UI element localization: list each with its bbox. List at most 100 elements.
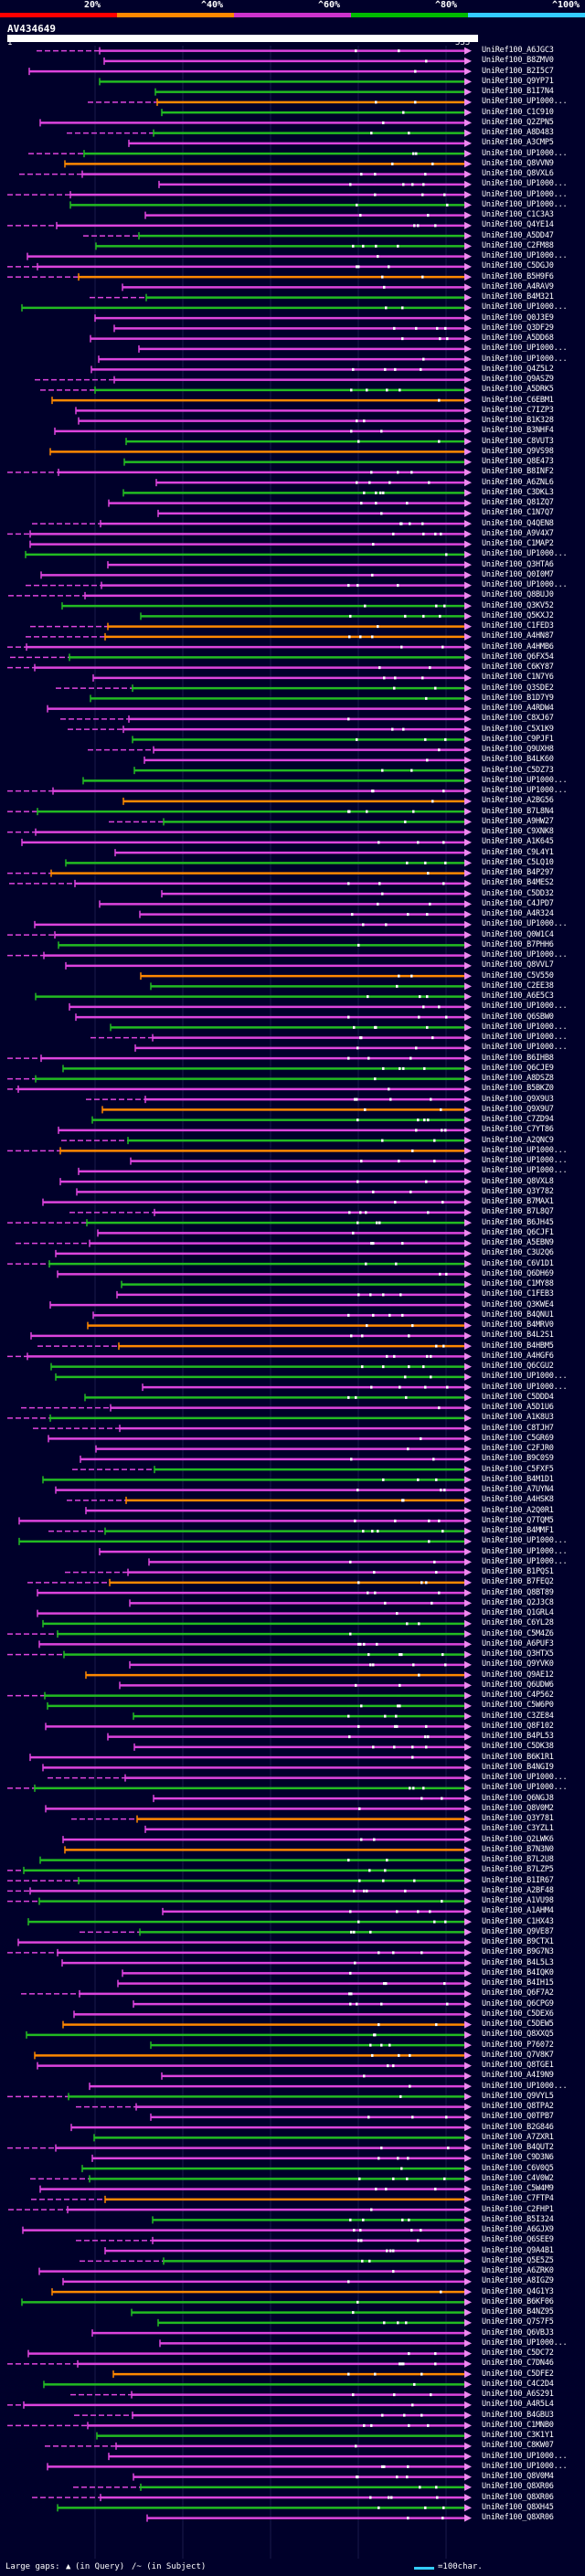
hit-label-link[interactable]: UniRef100_UP1000... <box>482 549 568 559</box>
hit-label-link[interactable]: UniRef100_A4HMB6 <box>482 641 554 652</box>
hit-label-link[interactable]: UniRef100_C6YL28 <box>482 1618 554 1628</box>
hit-label-link[interactable]: UniRef100_UP1000... <box>482 148 568 158</box>
hit-label-link[interactable]: UniRef100_A6GJX9 <box>482 2225 554 2234</box>
hit-label-link[interactable]: UniRef100_UP1000... <box>482 1556 568 1566</box>
hit-label-link[interactable]: UniRef100_B4L5L3 <box>482 1957 554 1967</box>
hit-label-link[interactable]: UniRef100_A4RDW4 <box>482 704 554 713</box>
hit-label-link[interactable]: UniRef100_Q4QEN8 <box>482 518 554 528</box>
hit-label-link[interactable]: UniRef100_Q3KWE4 <box>482 1299 554 1309</box>
hit-label-link[interactable]: UniRef100_UP1000... <box>482 1043 568 1053</box>
hit-label-link[interactable]: UniRef100_Q2J3C8 <box>482 1597 554 1607</box>
hit-label-link[interactable]: UniRef100_UP1000... <box>482 1382 568 1392</box>
hit-label-link[interactable]: UniRef100_Q8V0M4 <box>482 2472 554 2481</box>
hit-label-link[interactable]: UniRef100_UP1000... <box>482 199 568 209</box>
hit-label-link[interactable]: UniRef100_Q6CGU2 <box>482 1362 554 1371</box>
hit-label-link[interactable]: UniRef100_UP1000... <box>482 775 568 785</box>
hit-label-link[interactable]: UniRef100_Q8XXQ5 <box>482 2030 554 2040</box>
hit-label-link[interactable]: UniRef100_Q6UDW6 <box>482 1680 554 1690</box>
hit-label-link[interactable]: UniRef100_A1K8U3 <box>482 1413 554 1423</box>
hit-label-link[interactable]: UniRef100_C7IZP3 <box>482 405 554 415</box>
hit-label-link[interactable]: UniRef100_UP1000... <box>482 179 568 189</box>
hit-label-link[interactable]: UniRef100_Q9VE87 <box>482 1926 554 1936</box>
hit-label-link[interactable]: UniRef100_A2QNC9 <box>482 1135 554 1145</box>
hit-label-link[interactable]: UniRef100_A2BG56 <box>482 796 554 806</box>
hit-label-link[interactable]: UniRef100_Q7S7F5 <box>482 2317 554 2327</box>
hit-label-link[interactable]: UniRef100_A4R5L4 <box>482 2400 554 2410</box>
hit-label-link[interactable]: UniRef100_C4C2D4 <box>482 2379 554 2389</box>
hit-label-link[interactable]: UniRef100_Q2LWK6 <box>482 1834 554 1844</box>
hit-label-link[interactable]: UniRef100_C3ZE84 <box>482 1711 554 1721</box>
hit-label-link[interactable]: UniRef100_A3CMP5 <box>482 138 554 148</box>
hit-label-link[interactable]: UniRef100_C5W4M9 <box>482 2184 554 2193</box>
hit-label-link[interactable]: UniRef100_A9HW27 <box>482 816 554 826</box>
hit-label-link[interactable]: UniRef100_B9G7N3 <box>482 1947 554 1957</box>
hit-label-link[interactable]: UniRef100_A9V4X7 <box>482 528 554 538</box>
hit-label-link[interactable]: UniRef100_C2FHP1 <box>482 2204 554 2214</box>
hit-label-link[interactable]: UniRef100_Q9ASZ9 <box>482 375 554 384</box>
hit-label-link[interactable]: UniRef100_A6ZNL6 <box>482 477 554 487</box>
hit-label-link[interactable]: UniRef100_Q4YE14 <box>482 220 554 230</box>
hit-label-link[interactable]: UniRef100_Q0I0M7 <box>482 569 554 579</box>
hit-label-link[interactable]: UniRef100_A2BF48 <box>482 1885 554 1895</box>
hit-label-link[interactable]: UniRef100_A5D1U6 <box>482 1403 554 1412</box>
hit-label-link[interactable]: UniRef100_C5DD32 <box>482 888 554 898</box>
hit-label-link[interactable]: UniRef100_Q1GRL4 <box>482 1608 554 1617</box>
hit-label-link[interactable]: UniRef100_UP1000... <box>482 1546 568 1556</box>
hit-label-link[interactable]: UniRef100_UP1000... <box>482 2451 568 2461</box>
hit-label-link[interactable]: UniRef100_Q3Y781 <box>482 1814 554 1823</box>
hit-label-link[interactable]: UniRef100_B4NZ95 <box>482 2307 554 2316</box>
hit-label-link[interactable]: UniRef100_B1I7N4 <box>482 87 554 96</box>
hit-label-link[interactable]: UniRef100_C5X1K9 <box>482 724 554 734</box>
hit-label-link[interactable]: UniRef100_Q8XR06 <box>482 2482 554 2492</box>
hit-label-link[interactable]: UniRef100_B1D7Y9 <box>482 693 554 703</box>
hit-label-link[interactable]: UniRef100_Q9AE12 <box>482 1670 554 1680</box>
hit-label-link[interactable]: UniRef100_B8ZMV0 <box>482 56 554 66</box>
hit-label-link[interactable]: UniRef100_Q3DF29 <box>482 323 554 333</box>
hit-label-link[interactable]: UniRef100_C8TJH7 <box>482 1423 554 1433</box>
hit-label-link[interactable]: UniRef100_Q6FX54 <box>482 652 554 662</box>
hit-label-link[interactable]: UniRef100_UP1000... <box>482 251 568 260</box>
hit-label-link[interactable]: UniRef100_Q4G1Y3 <box>482 2286 554 2296</box>
hit-label-link[interactable]: UniRef100_B7LZP5 <box>482 1865 554 1875</box>
hit-label-link[interactable]: UniRef100_B7L8N4 <box>482 806 554 816</box>
hit-label-link[interactable]: UniRef100_UP1000... <box>482 1783 568 1793</box>
hit-label-link[interactable]: UniRef100_Q6SEE9 <box>482 2235 554 2245</box>
hit-label-link[interactable]: UniRef100_C8KW07 <box>482 2441 554 2451</box>
hit-label-link[interactable]: UniRef100_Q6CPG9 <box>482 1998 554 2009</box>
hit-label-link[interactable]: UniRef100_C4V0W2 <box>482 2173 554 2183</box>
hit-label-link[interactable]: UniRef100_B4GBU3 <box>482 2410 554 2420</box>
hit-label-link[interactable]: UniRef100_B4QNU1 <box>482 1309 554 1320</box>
hit-label-link[interactable]: UniRef100_Q8VXL6 <box>482 169 554 178</box>
hit-label-link[interactable]: UniRef100_A4R324 <box>482 909 554 918</box>
hit-label-link[interactable]: UniRef100_C5DZ73 <box>482 765 554 775</box>
hit-label-link[interactable]: UniRef100_C9PJF1 <box>482 734 554 744</box>
hit-label-link[interactable]: UniRef100_C7DN46 <box>482 2359 554 2369</box>
hit-label-link[interactable]: UniRef100_C5W6P0 <box>482 1701 554 1711</box>
hit-label-link[interactable]: UniRef100_B7FEQ2 <box>482 1577 554 1587</box>
hit-label-link[interactable]: UniRef100_Q4Z5L2 <box>482 364 554 374</box>
hit-label-link[interactable]: UniRef100_C1N7Y6 <box>482 673 554 683</box>
hit-label-link[interactable]: UniRef100_UP1000... <box>482 189 568 199</box>
hit-label-link[interactable]: UniRef100_Q9VS98 <box>482 446 554 456</box>
hit-label-link[interactable]: UniRef100_A6PUF3 <box>482 1638 554 1648</box>
hit-label-link[interactable]: UniRef100_C7FTP4 <box>482 2194 554 2204</box>
hit-label-link[interactable]: UniRef100_C5DC72 <box>482 2348 554 2358</box>
hit-label-link[interactable]: UniRef100_Q3HTX5 <box>482 1649 554 1659</box>
hit-label-link[interactable]: UniRef100_C4P562 <box>482 1691 554 1700</box>
hit-label-link[interactable]: UniRef100_Q0J3E9 <box>482 313 554 323</box>
hit-label-link[interactable]: UniRef100_UP1000... <box>482 1145 568 1155</box>
hit-label-link[interactable]: UniRef100_A1VU98 <box>482 1896 554 1905</box>
hit-label-link[interactable]: UniRef100_A5DD47 <box>482 230 554 240</box>
hit-label-link[interactable]: UniRef100_B4MMF1 <box>482 1526 554 1535</box>
hit-label-link[interactable]: UniRef100_A2Q0R1 <box>482 1505 554 1515</box>
hit-label-link[interactable]: UniRef100_Q8V0M2 <box>482 1803 554 1813</box>
hit-label-link[interactable]: UniRef100_A7ZXR1 <box>482 2132 554 2142</box>
hit-label-link[interactable]: UniRef100_B4M321 <box>482 292 554 302</box>
hit-label-link[interactable]: UniRef100_C1C3A3 <box>482 210 554 219</box>
hit-label-link[interactable]: UniRef100_UP1000... <box>482 2081 568 2091</box>
hit-label-link[interactable]: UniRef100_UP1000... <box>482 2337 568 2348</box>
hit-label-link[interactable]: UniRef100_B3NHF4 <box>482 426 554 436</box>
hit-label-link[interactable]: UniRef100_C1HX43 <box>482 1916 554 1926</box>
hit-label-link[interactable]: UniRef100_Q2ZPN5 <box>482 117 554 127</box>
hit-label-link[interactable]: UniRef100_Q9YP71 <box>482 76 554 86</box>
